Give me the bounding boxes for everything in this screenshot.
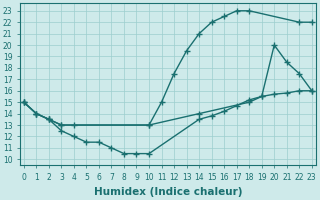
X-axis label: Humidex (Indice chaleur): Humidex (Indice chaleur) — [93, 187, 242, 197]
